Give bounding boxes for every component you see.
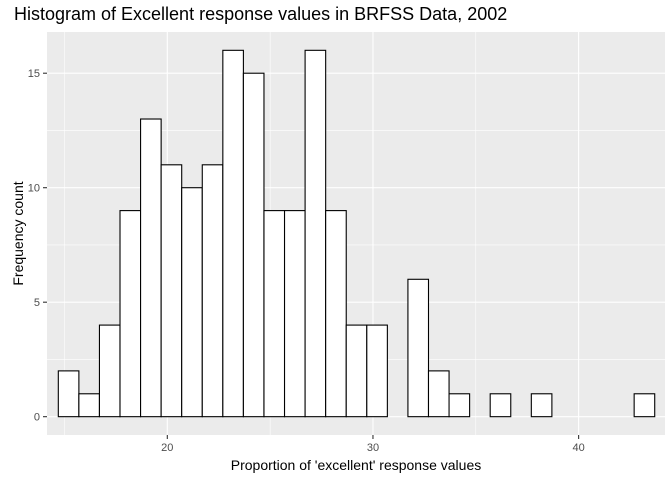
y-tick-label: 0	[34, 412, 40, 424]
histogram-bar	[530, 393, 553, 418]
y-tick-label: 15	[28, 68, 40, 80]
histogram-bar	[489, 393, 512, 418]
x-tick-label: 30	[367, 442, 379, 454]
histogram-bar	[242, 72, 265, 418]
histogram-bar	[98, 324, 121, 418]
chart-title: Histogram of Excellent response values i…	[14, 4, 508, 24]
histogram-bar	[407, 278, 430, 418]
y-tick-label: 5	[34, 297, 40, 309]
histogram-bar	[140, 118, 162, 418]
histogram-bar	[325, 210, 347, 418]
histogram-bar	[119, 210, 142, 418]
x-tick-label: 40	[572, 442, 584, 454]
y-tick-label: 10	[28, 183, 40, 195]
x-tick-label: 20	[161, 442, 173, 454]
histogram-bar	[263, 210, 286, 418]
histogram-bar	[633, 393, 656, 418]
histogram-bar	[366, 324, 388, 418]
histogram-bar	[160, 164, 183, 418]
histogram-bar	[201, 164, 224, 418]
histogram-bar	[181, 187, 203, 418]
histogram-bar	[78, 393, 100, 418]
histogram-bar	[448, 393, 471, 418]
histogram-bar	[57, 370, 80, 418]
histogram-bar	[345, 324, 368, 418]
histogram-bar	[222, 49, 244, 418]
histogram-bar	[283, 210, 306, 418]
axis-ticks: 20 30 40 0 5 10 15	[28, 68, 585, 454]
histogram-bar	[304, 49, 327, 418]
x-axis-title: Proportion of 'excellent' response value…	[231, 457, 482, 473]
y-axis-title: Frequency count	[10, 181, 26, 285]
histogram-bars	[57, 49, 656, 418]
histogram-bar	[427, 370, 450, 418]
